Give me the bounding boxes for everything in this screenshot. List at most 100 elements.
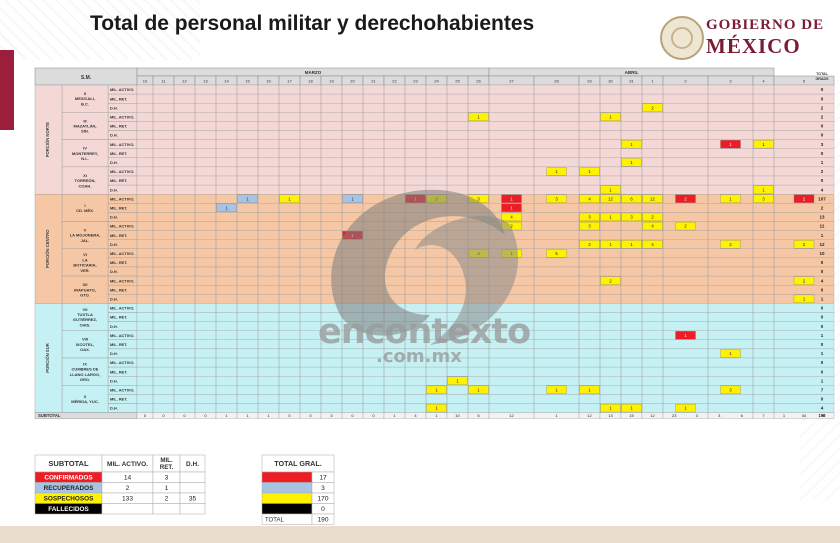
zone-label: VER.: [80, 268, 89, 273]
row-total: 1: [821, 378, 824, 383]
row-background: [137, 403, 834, 413]
zone-label: TORREÓN,: [74, 178, 95, 183]
watermark-swirl-icon: [331, 189, 519, 345]
zone-label: TUXTLA: [77, 312, 93, 317]
row-type-label: MIL. RET.: [110, 206, 127, 211]
case-cell: [600, 212, 621, 222]
case-value: 2: [803, 242, 806, 247]
case-cell: [642, 103, 663, 112]
row-background: [137, 148, 834, 158]
row-total: 0: [821, 324, 824, 329]
row-total: 11: [820, 224, 825, 229]
subtotal-value: 12: [587, 413, 592, 418]
subtotal-value: 0: [351, 413, 354, 418]
case-cell: [468, 385, 489, 394]
case-cell: [753, 140, 774, 149]
row-type-label: D.H.: [110, 324, 118, 329]
row-total: 0: [821, 260, 824, 265]
subtotal-value: 12: [509, 413, 514, 418]
total-gral-total-value-cell: [311, 513, 335, 525]
zone-cell: [61, 248, 109, 277]
case-value: 2: [803, 278, 806, 283]
case-cell: [621, 158, 642, 167]
row-total: 1: [821, 160, 824, 165]
subtotal-value: 0: [204, 413, 207, 418]
summary-value: 3: [165, 475, 169, 482]
row-background: [137, 103, 834, 113]
zone-label: III: [83, 118, 86, 123]
case-value: 2: [651, 215, 654, 220]
subtotal-value: 1: [393, 413, 396, 418]
case-cell: [237, 194, 258, 203]
case-value: 2: [510, 224, 513, 229]
case-cell: [579, 385, 600, 394]
zone-label: IX: [83, 361, 87, 366]
case-value: 1: [510, 206, 513, 211]
row-total: 0: [821, 133, 824, 138]
case-cell: [501, 194, 522, 203]
month-header: MARZO: [305, 70, 322, 75]
subtotal-value: 13: [608, 413, 613, 418]
watermark-text: encontexto: [318, 312, 531, 352]
day-header: 29: [587, 79, 592, 84]
case-cell: [279, 194, 300, 203]
row-type-label: MIL. ACTIVO.: [110, 306, 135, 311]
zone-label: I: [84, 203, 85, 208]
case-value: 1: [435, 388, 438, 393]
section-label: PORCIÓN SUR: [45, 343, 50, 373]
zone-label: MONTERREY,: [72, 151, 98, 156]
subtotal-value: 0: [372, 413, 375, 418]
row-type-label: D.H.: [110, 133, 118, 138]
zone-label: GRO.: [80, 377, 90, 382]
case-cell: [426, 385, 447, 394]
case-value: 1: [729, 142, 732, 147]
summary-value-cell: [179, 471, 206, 483]
zone-label: JAL.: [81, 238, 90, 243]
summary-status-label: SOSPECHOSOS: [44, 496, 94, 503]
zone-label: XI: [83, 173, 87, 178]
row-total: 0: [821, 178, 824, 183]
case-value: 1: [609, 115, 612, 120]
row-type-label: D.H.: [110, 378, 118, 383]
row-total: 2: [821, 206, 824, 211]
subtotal-value: 34: [802, 413, 807, 418]
subtotal-cell: [707, 412, 754, 419]
subtotal-value: 10: [455, 413, 460, 418]
subtotal-value: 7: [762, 413, 765, 418]
subtotal-value: 15: [629, 413, 634, 418]
case-value: 2: [684, 196, 687, 201]
case-value: 4: [651, 242, 654, 247]
case-value: 1: [588, 388, 591, 393]
day-header: 27: [509, 79, 514, 84]
case-cell: [342, 194, 363, 203]
case-cell: [642, 194, 663, 203]
case-cell: [546, 249, 567, 258]
zone-label: BOTICARIA,: [73, 263, 96, 268]
case-value: 3: [630, 215, 633, 220]
zone-label: MÉRIDA, YUC.: [71, 399, 98, 404]
summary-value: 1: [165, 485, 169, 492]
summary-value-cell: [101, 503, 154, 515]
case-cell: [793, 294, 815, 303]
case-value: 1: [684, 406, 687, 411]
row-type-label: MIL. ACTIVO.: [110, 87, 135, 92]
total-gral-header: TOTAL GRAL.: [274, 459, 322, 468]
row-total: 13: [819, 215, 825, 220]
row-background: [137, 330, 834, 340]
case-value: 2: [803, 196, 806, 201]
section-cell: [34, 193, 63, 304]
day-header: 11: [161, 79, 166, 84]
zone-label: CD. MÉX.: [76, 208, 94, 213]
case-value: 1: [225, 206, 228, 211]
case-value: 1: [630, 242, 633, 247]
case-cell: [600, 112, 621, 121]
subtotal-value: 1: [783, 413, 786, 418]
case-cell: [600, 276, 621, 285]
row-background: [137, 139, 834, 149]
zone-label: N.L.: [81, 156, 89, 161]
summary-value: 2: [126, 485, 130, 492]
row-total: 4: [821, 278, 824, 283]
case-cell: [216, 203, 237, 212]
subtotal-value: 0: [162, 413, 165, 418]
case-value: 1: [288, 196, 291, 201]
